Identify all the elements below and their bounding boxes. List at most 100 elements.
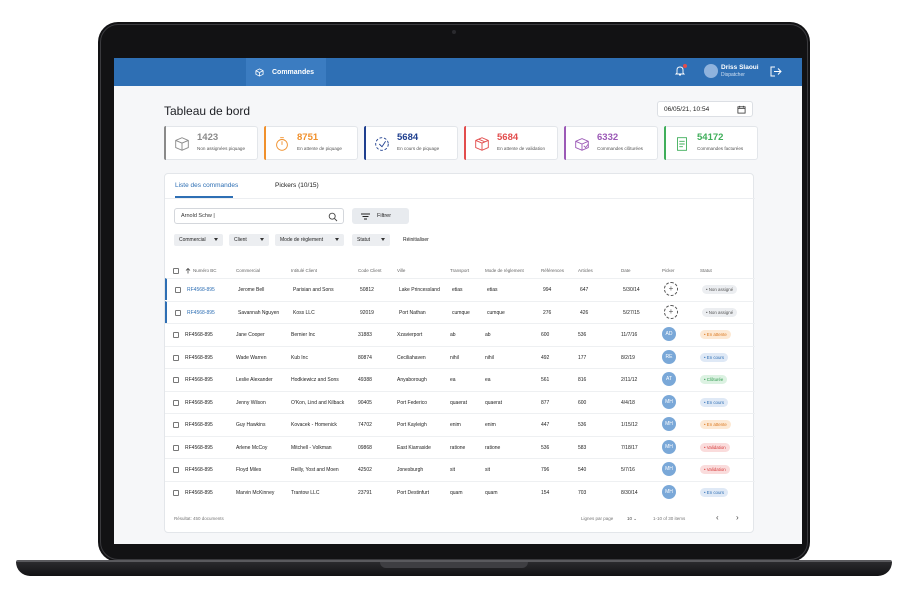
- cell-ville: Ceciliahaven: [397, 354, 426, 361]
- table-row[interactable]: RF4568-895 Jerome Bell Parisian and Sons 50…: [165, 278, 755, 300]
- cell-transport: enim: [450, 422, 461, 428]
- cell-bc[interactable]: RF4568-895: [187, 309, 215, 316]
- cell-bc[interactable]: RF4568-895: [187, 287, 215, 293]
- cell-bc[interactable]: RF4568-895: [185, 399, 213, 406]
- chip-mode-reglement[interactable]: Mode de règlement: [275, 234, 344, 246]
- table-row[interactable]: RF4568-895 Marvin McKinney Trantow LLC 2379…: [165, 480, 755, 503]
- cell-refs: 877: [541, 399, 550, 406]
- search-input[interactable]: Arnold Schw |: [174, 208, 344, 224]
- top-navbar: Commandes Driss Slaoui Dispatcher: [114, 58, 802, 86]
- select-all-checkbox[interactable]: [173, 268, 179, 274]
- cell-ville: Port Federico: [397, 399, 428, 406]
- row-checkbox[interactable]: [173, 332, 179, 338]
- table-row[interactable]: RF4568-895 Leslie Alexander Hodkiewicz and…: [165, 368, 755, 390]
- cell-bc[interactable]: RF4568-895: [185, 444, 213, 451]
- chevron-left-icon[interactable]: ‹: [716, 513, 719, 522]
- cell-bc[interactable]: RF4568-895: [185, 332, 213, 338]
- chip-client[interactable]: Client: [229, 234, 269, 246]
- bell-icon[interactable]: [675, 65, 685, 76]
- row-checkbox[interactable]: [173, 489, 179, 496]
- reset-button[interactable]: Réinitialiser: [403, 237, 429, 243]
- col-date: Date: [621, 268, 631, 273]
- picker-avatar[interactable]: AT: [662, 372, 676, 386]
- chip-statut[interactable]: Statut: [352, 234, 390, 246]
- cell-articles: 536: [578, 422, 587, 428]
- table-row[interactable]: RF4568-895 Floyd Miles Reilly, Yost and Mo…: [165, 458, 755, 480]
- status-label: En cours: [706, 489, 725, 495]
- col-articles: Articles: [578, 268, 593, 273]
- cell-client: Kovacek - Homenick: [291, 422, 337, 428]
- assign-picker-icon[interactable]: +: [664, 282, 678, 296]
- cell-transport: etias: [452, 287, 463, 293]
- table-row[interactable]: RF4568-895 Jenny Wilson O'Kon, Lind and Ki…: [165, 390, 755, 413]
- cell-bc[interactable]: RF4568-895: [185, 354, 213, 361]
- notification-badge: [683, 64, 687, 68]
- row-checkbox[interactable]: [175, 309, 181, 316]
- nav-tab-commandes[interactable]: Commandes: [246, 58, 326, 86]
- col-statut: Statut: [700, 268, 712, 273]
- row-checkbox[interactable]: [173, 467, 179, 473]
- cell-bc[interactable]: RF4568-895: [185, 422, 213, 428]
- picker-avatar[interactable]: MH: [662, 484, 676, 499]
- col-transport: Transport: [450, 268, 470, 273]
- table-row[interactable]: RF4568-895 Wade Warren Kub Inc 80874 Cecilia…: [165, 345, 755, 368]
- stat-card[interactable]: 5684 En attente de validation: [464, 126, 558, 160]
- search-value: Arnold Schw |: [181, 213, 215, 219]
- stat-card[interactable]: 8751 En attente de piquage: [264, 126, 358, 160]
- table-row[interactable]: RF4568-895 Jane Cooper Bernier Inc 31883 Xza…: [165, 323, 755, 345]
- row-checkbox[interactable]: [173, 422, 179, 428]
- picker-avatar[interactable]: MH: [662, 439, 676, 454]
- cell-transport: quam: [450, 489, 463, 496]
- stat-card[interactable]: 6332 Commandes clôturées: [564, 126, 658, 160]
- user-role: Dispatcher: [721, 72, 745, 78]
- filter-label: Filtrer: [377, 213, 392, 219]
- cell-client: Koss LLC: [293, 309, 315, 316]
- datetime-picker[interactable]: 06/05/21, 10:54: [657, 101, 753, 117]
- table-row[interactable]: RF4568-895 Arlene McCoy Mitchell - Volkman…: [165, 435, 755, 458]
- status-label: En cours: [706, 399, 725, 405]
- status-label: Non assigné: [708, 309, 734, 315]
- cell-refs: 276: [543, 309, 552, 316]
- row-checkbox[interactable]: [175, 287, 181, 293]
- logout-icon[interactable]: [770, 66, 782, 77]
- status-badge: • Validation: [700, 465, 730, 474]
- row-checkbox[interactable]: [173, 354, 179, 361]
- chevron-down-icon: [335, 238, 339, 241]
- chevron-right-icon[interactable]: ›: [736, 513, 739, 522]
- cell-bc[interactable]: RF4568-895: [185, 467, 213, 473]
- tab-liste-commandes[interactable]: Liste des commandes: [175, 182, 239, 189]
- tab-pickers[interactable]: Pickers (10/15): [275, 182, 319, 189]
- picker-avatar[interactable]: AD: [662, 327, 676, 341]
- col-commercial[interactable]: Commercial: [236, 268, 261, 273]
- stat-card[interactable]: 5684 En cours de piquage: [364, 126, 458, 160]
- cell-bc[interactable]: RF4568-895: [185, 377, 213, 383]
- rows-per-page-select[interactable]: 10 ⌄: [627, 516, 637, 522]
- picker-avatar[interactable]: MH: [662, 462, 676, 476]
- cell-code: 42502: [358, 467, 372, 473]
- cell-commercial: Leslie Alexander: [236, 377, 273, 383]
- cell-articles: 583: [578, 444, 587, 451]
- picker-avatar[interactable]: RE: [662, 349, 676, 364]
- stat-value: 5684: [497, 132, 519, 143]
- stat-card[interactable]: 1423 Non assignées piquage: [164, 126, 258, 160]
- cell-bc[interactable]: RF4568-895: [185, 489, 213, 496]
- row-checkbox[interactable]: [173, 399, 179, 406]
- filter-button[interactable]: Filtrer: [352, 208, 409, 224]
- assign-picker-icon[interactable]: +: [664, 304, 678, 319]
- row-checkbox[interactable]: [173, 377, 179, 383]
- cell-code: 50812: [360, 287, 374, 293]
- col-numero-bc[interactable]: Numéro BC: [193, 268, 217, 273]
- sort-arrow-icon[interactable]: [185, 268, 191, 274]
- page-title: Tableau de bord: [164, 104, 251, 118]
- picker-avatar[interactable]: MH: [662, 394, 676, 409]
- cell-date: 8/30/14: [621, 489, 638, 496]
- row-checkbox[interactable]: [173, 444, 179, 451]
- chip-commercial[interactable]: Commercial: [174, 234, 223, 246]
- stat-card[interactable]: 54172 Commandes facturées: [664, 126, 758, 160]
- table-row[interactable]: RF4568-895 Savannah Nguyen Koss LLC 92019 Po…: [165, 300, 755, 323]
- table-row[interactable]: RF4568-895 Guy Hawkins Kovacek - Homenick 7…: [165, 413, 755, 435]
- picker-avatar[interactable]: MH: [662, 417, 676, 431]
- cell-date: 8/2/19: [621, 354, 635, 361]
- cell-client: Hodkiewicz and Sons: [291, 377, 339, 383]
- user-avatar[interactable]: [704, 64, 718, 78]
